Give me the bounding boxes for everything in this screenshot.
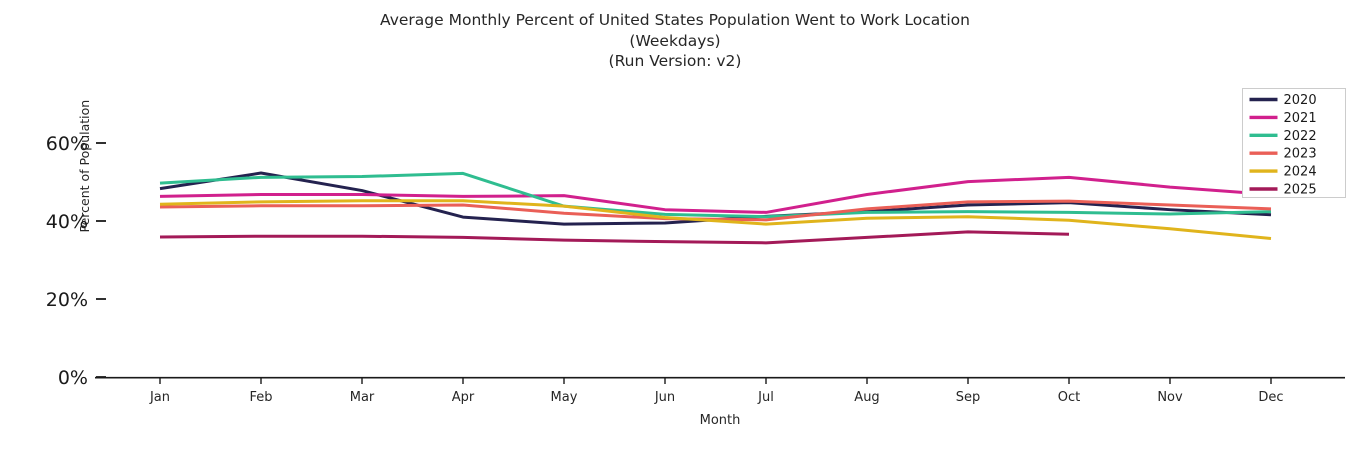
- x-tick-label: Aug: [854, 390, 879, 405]
- x-tick-label: Jul: [757, 390, 774, 405]
- x-tick-label: Apr: [452, 390, 475, 405]
- legend-label-2025: 2025: [1284, 183, 1317, 198]
- legend-label-2020: 2020: [1284, 93, 1317, 108]
- x-tick-label: Mar: [350, 390, 375, 405]
- x-tick-label: Jan: [149, 390, 170, 405]
- legend-label-2023: 2023: [1284, 147, 1317, 162]
- x-tick-label: Oct: [1058, 390, 1080, 405]
- x-tick-label: Jun: [654, 390, 675, 405]
- y-tick-label: 60%: [46, 133, 88, 155]
- series-line-2022: [159, 171, 1272, 219]
- x-tick-label: Feb: [249, 390, 272, 405]
- chart-title-line3: (Run Version: v2): [608, 52, 742, 70]
- chart-title-line2: (Weekdays): [629, 31, 721, 50]
- series-line-2021: [159, 175, 1272, 214]
- legend-box: [1242, 88, 1346, 198]
- y-tick-label: 20%: [46, 289, 88, 311]
- legend-label-2022: 2022: [1284, 129, 1317, 144]
- series-line-2024: [159, 199, 1272, 241]
- series-line-2023: [159, 199, 1272, 222]
- chart-title-line1: Average Monthly Percent of United States…: [380, 11, 970, 29]
- x-axis-label: Month: [700, 413, 741, 428]
- chart-title: Average Monthly Percent of United States…: [0, 10, 1350, 72]
- x-tick-label: May: [551, 390, 578, 405]
- y-tick-label: 40%: [46, 211, 88, 233]
- legend-label-2021: 2021: [1284, 111, 1317, 126]
- y-tick-label: 0%: [58, 367, 88, 389]
- legend-label-2024: 2024: [1284, 165, 1317, 180]
- x-tick-label: Nov: [1157, 390, 1183, 405]
- x-tick-label: Sep: [956, 390, 981, 405]
- series-line-2025: [159, 230, 1070, 245]
- x-tick-label: Dec: [1258, 390, 1283, 405]
